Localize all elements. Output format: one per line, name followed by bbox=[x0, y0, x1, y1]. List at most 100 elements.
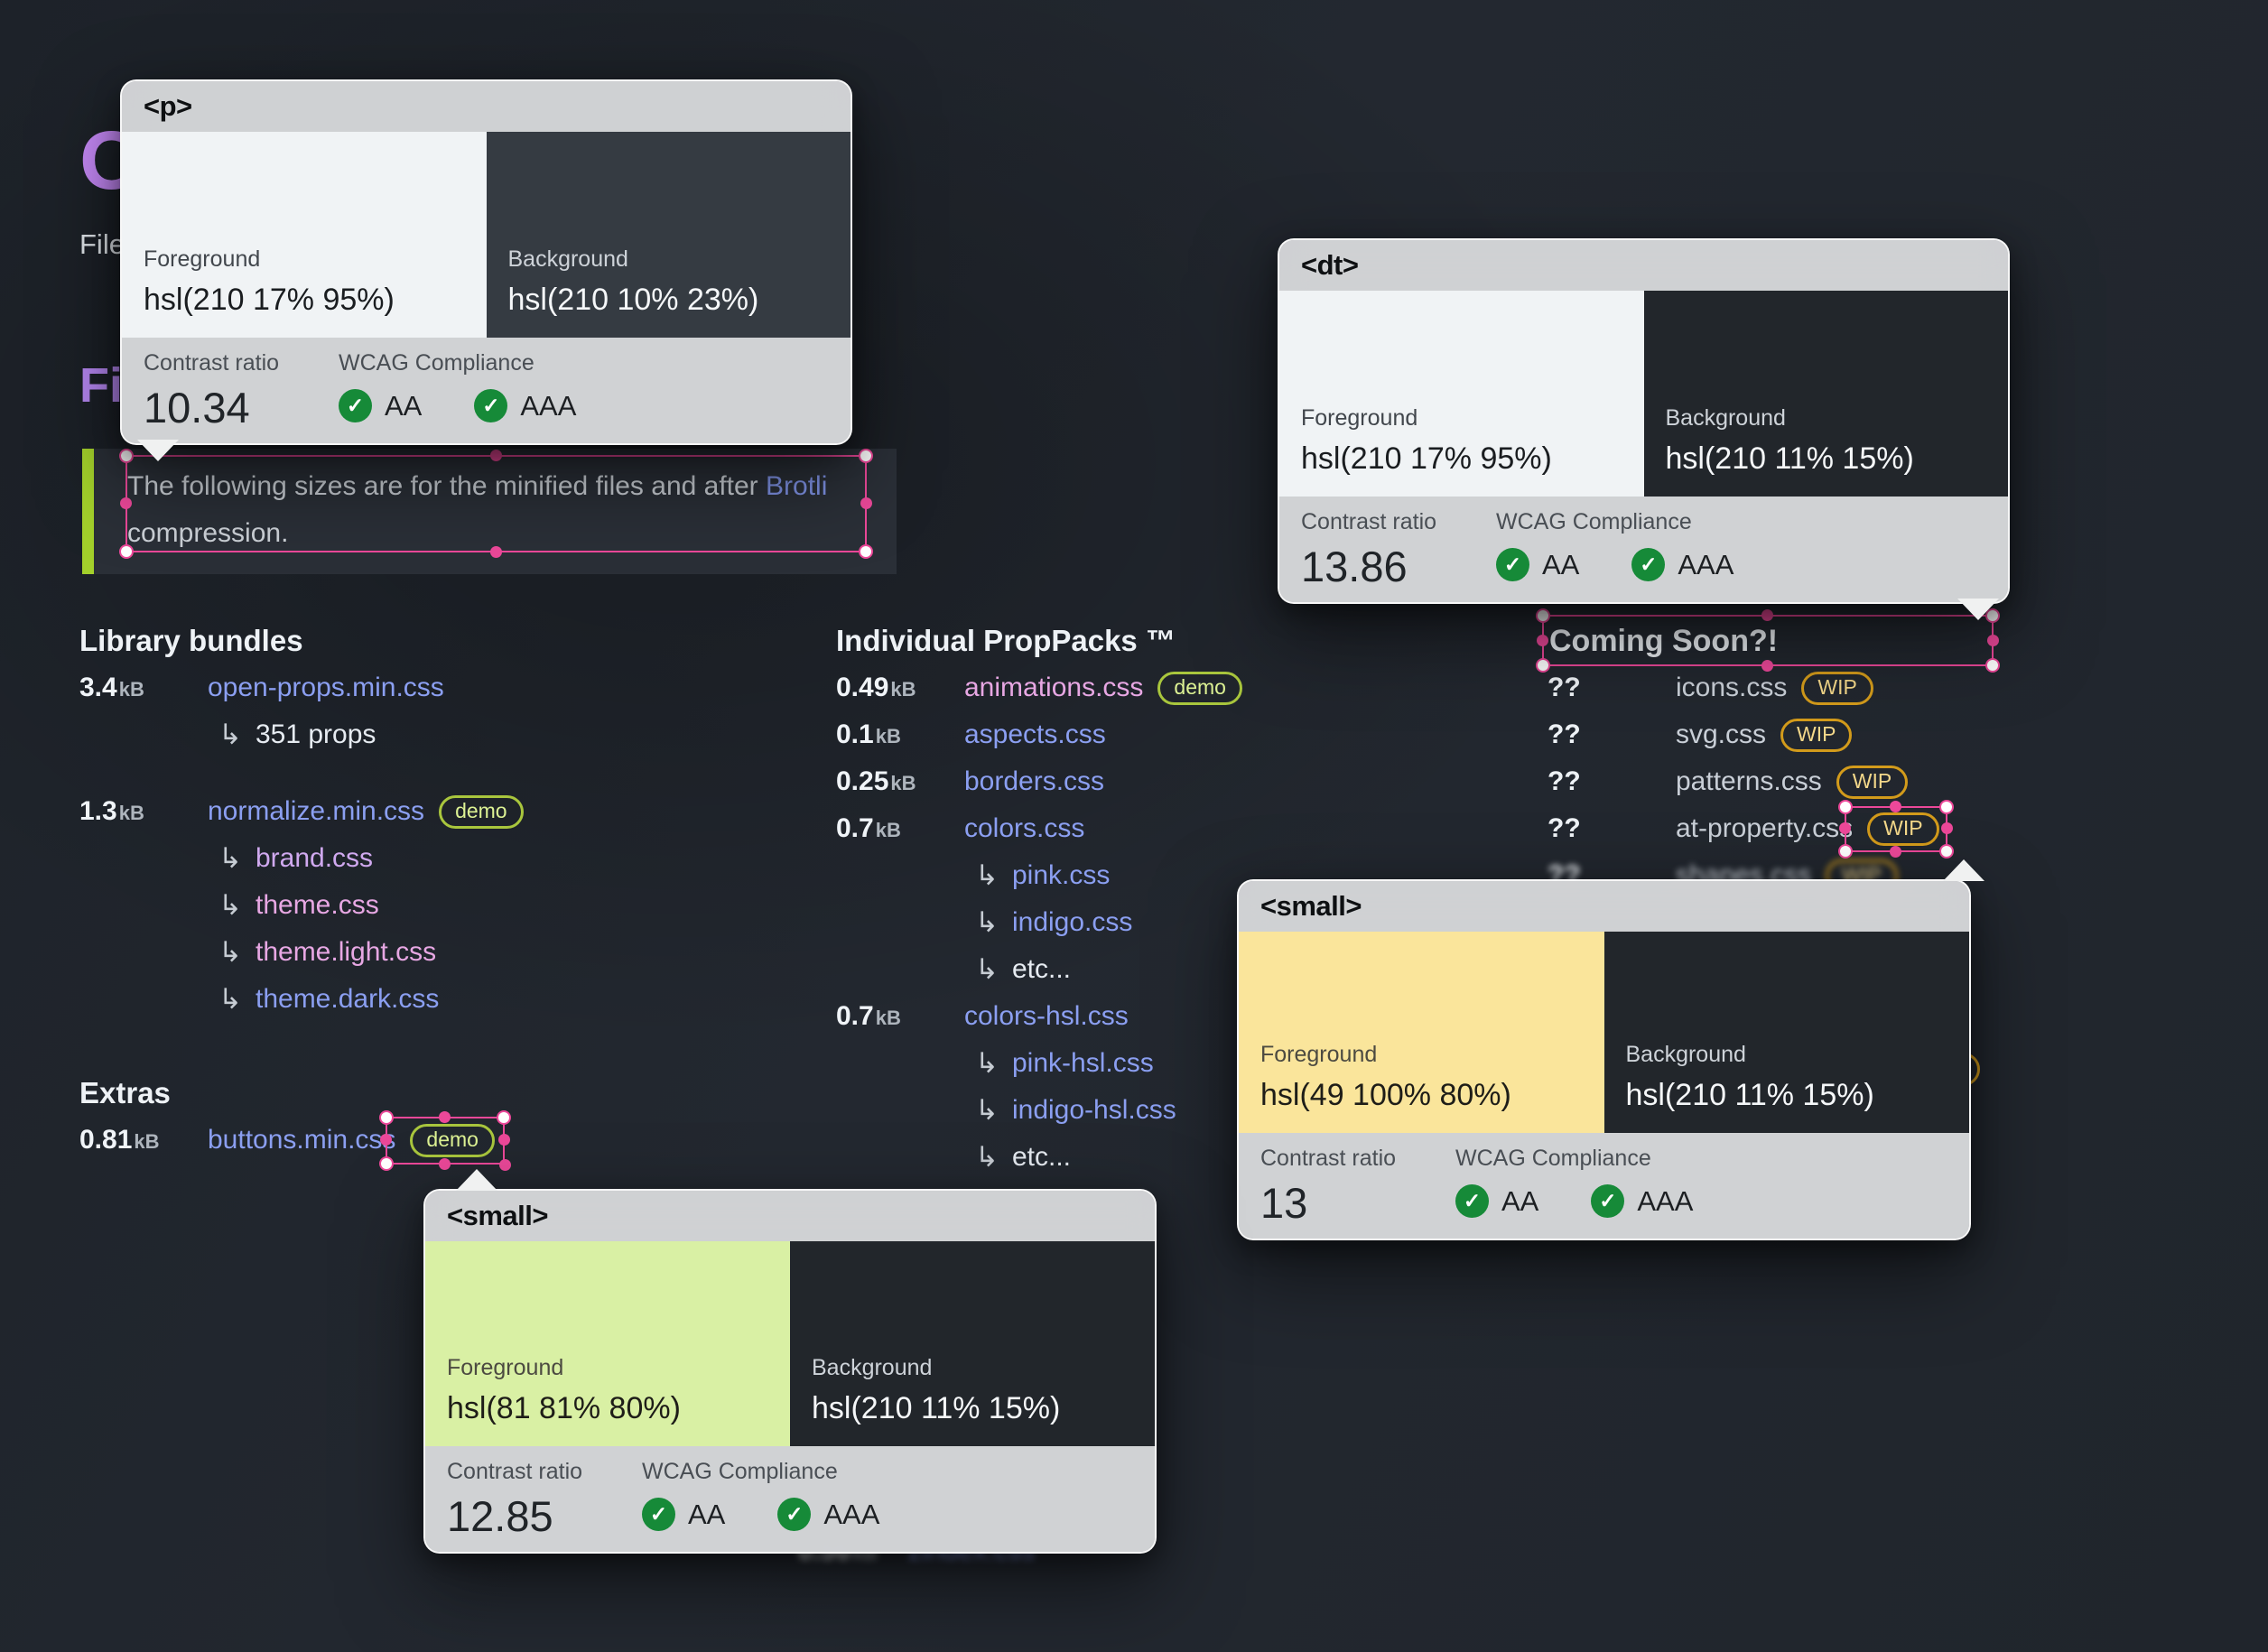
selection-handle[interactable] bbox=[496, 1109, 511, 1125]
tooltip-footer: Contrast ratio 12.85 WCAG Compliance ✓ AA… bbox=[425, 1446, 1155, 1552]
foreground-label: Foreground bbox=[1260, 1042, 1378, 1067]
size-unit: kB bbox=[875, 725, 901, 747]
demo-badge[interactable]: demo bbox=[439, 794, 524, 829]
selection-handle[interactable] bbox=[1889, 800, 1901, 812]
child-row-theme-dark: ↳ theme.dark.css bbox=[79, 976, 766, 1023]
selection-handle[interactable] bbox=[1838, 843, 1854, 858]
tooltip-tag: <dt> bbox=[1279, 240, 2008, 291]
selection-handle[interactable] bbox=[439, 1110, 451, 1123]
selection-handle[interactable] bbox=[489, 450, 502, 461]
file-size: 0.25 kB bbox=[836, 766, 964, 797]
blockquote-accent-bar bbox=[82, 449, 94, 574]
selection-handle[interactable] bbox=[1985, 608, 2000, 623]
selection-handle[interactable] bbox=[1761, 609, 1773, 621]
file-link-pink-hsl[interactable]: pink-hsl.css bbox=[1011, 1048, 1154, 1078]
file-link-aspects[interactable]: aspects.css bbox=[964, 719, 1106, 749]
tooltip-tag: <small> bbox=[1239, 881, 1969, 932]
file-link-buttons[interactable]: buttons.min.css bbox=[208, 1125, 396, 1155]
file-link-open-props[interactable]: open-props.min.css bbox=[208, 673, 444, 702]
selection-handle[interactable] bbox=[498, 1158, 511, 1171]
selection-handle[interactable] bbox=[1938, 843, 1954, 858]
foreground-swatch: Foreground hsl(49 100% 80%) bbox=[1239, 932, 1604, 1133]
wcag-label: WCAG Compliance bbox=[1496, 509, 1692, 534]
section-heading: Fi bbox=[79, 358, 120, 413]
selection-handle[interactable] bbox=[380, 1134, 393, 1146]
file-size: 0.1 kB bbox=[836, 719, 964, 750]
file-link-colors[interactable]: colors.css bbox=[964, 813, 1085, 843]
selection-handle[interactable] bbox=[1536, 658, 1550, 673]
selection-handle[interactable] bbox=[1985, 658, 2000, 673]
background-value: hsl(210 10% 23%) bbox=[507, 283, 759, 317]
selection-handle[interactable] bbox=[860, 497, 872, 509]
selection-handle[interactable] bbox=[859, 449, 873, 463]
file-link-brand[interactable]: brand.css bbox=[255, 843, 374, 873]
foreground-swatch: Foreground hsl(81 81% 80%) bbox=[425, 1241, 790, 1446]
child-arrow-icon: ↳ bbox=[975, 1141, 999, 1173]
background-value: hsl(210 11% 15%) bbox=[1625, 1078, 1874, 1112]
file-link-indigo[interactable]: indigo.css bbox=[1011, 907, 1133, 937]
check-icon: ✓ bbox=[1455, 1184, 1489, 1218]
size-unit: kB bbox=[890, 678, 916, 701]
selection-handle[interactable] bbox=[119, 449, 134, 463]
selection-handle[interactable] bbox=[489, 546, 502, 558]
background-label: Background bbox=[1625, 1042, 1746, 1067]
background-label: Background bbox=[1665, 405, 1786, 431]
file-link-indigo-hsl[interactable]: indigo-hsl.css bbox=[1011, 1095, 1176, 1125]
selection-handle[interactable] bbox=[1838, 799, 1854, 814]
wcag-label: WCAG Compliance bbox=[339, 350, 534, 376]
selection-handle[interactable] bbox=[439, 1157, 451, 1170]
file-row-icons: ?? icons.css WIP bbox=[1548, 664, 2234, 711]
selection-handle[interactable] bbox=[1889, 845, 1901, 858]
selection-handle[interactable] bbox=[120, 497, 132, 509]
page-title-clip: O bbox=[79, 116, 120, 206]
selection-handle[interactable] bbox=[1537, 634, 1548, 646]
props-count: 351 props bbox=[255, 719, 376, 749]
foreground-label: Foreground bbox=[447, 1355, 564, 1380]
selection-handle[interactable] bbox=[1761, 660, 1773, 672]
contrast-tooltip-dt: <dt> Foreground hsl(210 17% 95%) Backgro… bbox=[1278, 238, 2010, 604]
selection-handle[interactable] bbox=[1839, 822, 1852, 834]
child-row-pink: ↳ pink.css bbox=[836, 852, 1522, 899]
child-arrow-icon: ↳ bbox=[975, 1047, 999, 1079]
file-link-borders[interactable]: borders.css bbox=[964, 766, 1105, 796]
tooltip-pointer-small-green bbox=[456, 1169, 497, 1191]
background-value: hsl(210 11% 15%) bbox=[1665, 441, 1914, 476]
contrast-ratio-value: 13.86 bbox=[1301, 543, 1408, 590]
file-row-normalize: 1.3 kB normalize.min.css demo bbox=[79, 788, 766, 835]
selection-handle[interactable] bbox=[1940, 822, 1953, 834]
child-arrow-icon: ↳ bbox=[975, 859, 999, 891]
library-heading-line: Library bundles bbox=[79, 617, 766, 664]
file-link-normalize[interactable]: normalize.min.css bbox=[208, 796, 425, 826]
size-unit: kB bbox=[875, 1007, 901, 1029]
file-link-pink[interactable]: pink.css bbox=[1011, 860, 1111, 890]
check-icon: ✓ bbox=[642, 1498, 675, 1531]
file-link-theme-dark[interactable]: theme.dark.css bbox=[255, 984, 440, 1014]
child-row-indigo-hsl: ↳ indigo-hsl.css bbox=[836, 1087, 1522, 1134]
file-link-theme[interactable]: theme.css bbox=[255, 890, 379, 920]
file-link-animations[interactable]: animations.css bbox=[964, 673, 1144, 702]
demo-badge[interactable]: demo bbox=[410, 1123, 495, 1157]
selection-handle[interactable] bbox=[859, 544, 873, 559]
size-value: 0.81 bbox=[79, 1125, 133, 1155]
selection-handle[interactable] bbox=[119, 544, 134, 559]
background-value: hsl(210 11% 15%) bbox=[812, 1391, 1061, 1425]
background-swatch: Background hsl(210 11% 15%) bbox=[1643, 291, 2008, 497]
selection-handle[interactable] bbox=[379, 1109, 395, 1125]
background-swatch: Background hsl(210 11% 15%) bbox=[1603, 932, 1969, 1133]
aaa-label: AAA bbox=[1637, 1184, 1694, 1217]
selection-handle[interactable] bbox=[1987, 634, 1999, 646]
tooltip-footer: Contrast ratio 13 WCAG Compliance ✓ AA ✓ A… bbox=[1239, 1133, 1969, 1239]
selection-handle[interactable] bbox=[379, 1155, 395, 1171]
child-row-etc-hsl: ↳ etc... bbox=[836, 1134, 1522, 1181]
size-unit: kB bbox=[118, 678, 144, 701]
file-link-theme-light[interactable]: theme.light.css bbox=[255, 937, 437, 967]
file-name-icons: icons.css bbox=[1676, 673, 1788, 702]
demo-badge[interactable]: demo bbox=[1157, 671, 1242, 705]
file-link-colors-hsl[interactable]: colors-hsl.css bbox=[964, 1001, 1129, 1031]
selection-handle[interactable] bbox=[1536, 608, 1550, 623]
brotli-link[interactable]: Brotli bbox=[766, 471, 828, 501]
selection-handle[interactable] bbox=[1938, 799, 1954, 814]
background-label: Background bbox=[507, 246, 628, 272]
selection-handle[interactable] bbox=[497, 1134, 510, 1146]
foreground-value: hsl(210 17% 95%) bbox=[144, 283, 395, 317]
